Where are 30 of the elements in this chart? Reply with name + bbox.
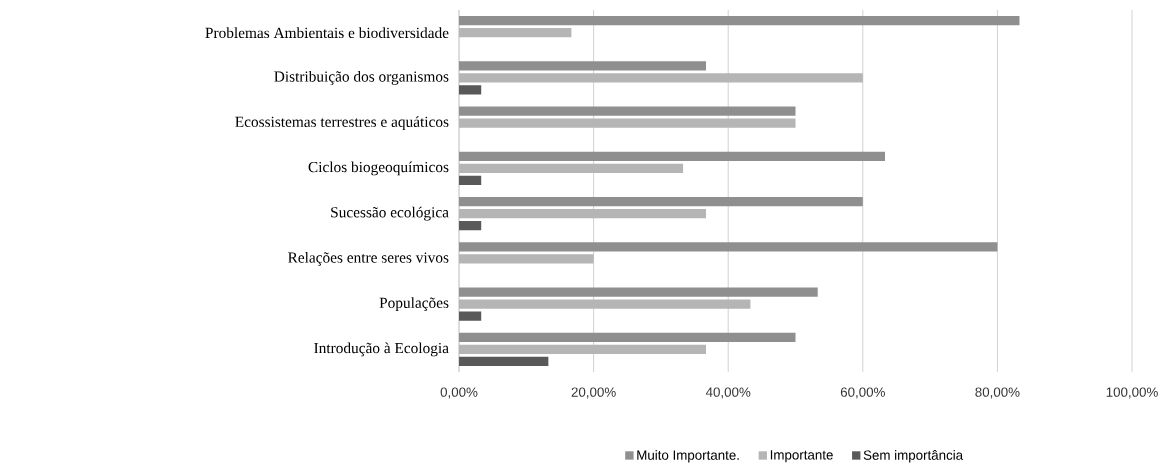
bar <box>459 151 886 162</box>
bar <box>459 106 796 116</box>
bar <box>459 61 706 71</box>
x-tick-label: 20,00% <box>571 387 616 399</box>
bar <box>459 175 482 186</box>
y-tick-label: Ciclos biogeoquímicos <box>308 161 449 176</box>
bar <box>459 15 1020 26</box>
bar <box>459 311 482 321</box>
x-tick-label: 0,00% <box>440 387 478 399</box>
bar <box>459 196 863 207</box>
legend-label: Sem importância <box>863 450 964 463</box>
bar <box>459 332 796 343</box>
bar <box>459 356 549 367</box>
y-tick-label: Populações <box>379 297 449 312</box>
bar <box>459 85 482 95</box>
legend-label: Muito Importante. <box>637 450 739 463</box>
bar <box>459 220 482 231</box>
y-tick-label: Ecossistemas terrestres e aquáticos <box>235 116 449 131</box>
x-tick-label: 100,00% <box>1106 387 1158 399</box>
x-tick-label: 60,00% <box>840 387 885 399</box>
legend-label: Importante <box>770 450 833 463</box>
y-tick-label: Relações entre seres vivos <box>288 251 449 266</box>
y-tick-label: Introdução à Ecologia <box>314 342 449 357</box>
x-tick-label: 40,00% <box>705 387 751 399</box>
x-tick-label: 80,00% <box>975 387 1020 399</box>
y-tick-label: Distribuição dos organismos <box>274 70 449 85</box>
bar <box>459 242 998 252</box>
y-tick-label: Sucessão ecológica <box>331 206 449 221</box>
y-tick-label: Problemas Ambientais e biodiversidade <box>205 27 449 39</box>
bar <box>459 287 818 297</box>
